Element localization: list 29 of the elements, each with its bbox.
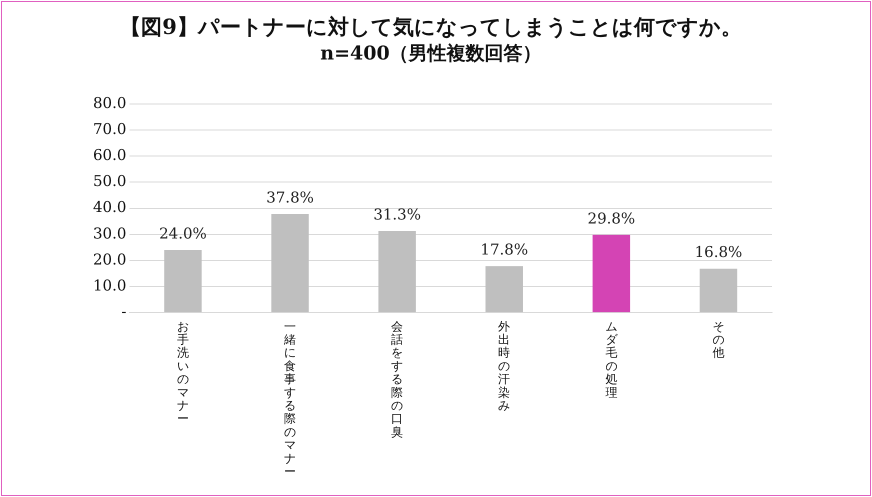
x-tick-label: お手洗いのマナー [176,319,189,426]
category-label: 一緒に食事する際のマナー [284,319,296,479]
data-label: 17.8% [480,240,528,259]
y-tick-label: - [121,302,126,320]
data-label: 31.3% [373,205,421,224]
x-tick-label: ムダ毛の処理 [605,319,618,400]
y-tick-label: 70.0 [92,120,126,138]
x-tick-label: 外出時の汗染み [498,319,510,413]
bar [271,214,309,312]
data-label: 37.8% [266,188,314,206]
bar [378,230,416,312]
bar [700,268,738,312]
y-tick-label: 30.0 [92,224,126,242]
chart-title: 【図9】パートナーに対して気になってしまうことは何ですか。 [120,14,742,40]
chart-subtitle: n=400（男性複数回答） [320,42,542,65]
y-tick-label: 80.0 [92,94,126,112]
bar [592,234,630,312]
y-tick-label: 40.0 [92,198,126,216]
category-label: 会話をする際の口臭 [391,319,404,439]
y-tick-label: 50.0 [92,172,126,190]
y-tick-label: 20.0 [92,250,126,268]
y-tick-label: 10.0 [92,276,126,294]
data-label: 16.8% [694,243,742,262]
data-label: 29.8% [588,209,636,228]
bar [486,266,523,312]
y-tick-label: 60.0 [92,146,126,164]
bar [164,250,202,312]
data-label: 24.0% [159,224,207,242]
x-tick-label: その他 [712,319,724,360]
